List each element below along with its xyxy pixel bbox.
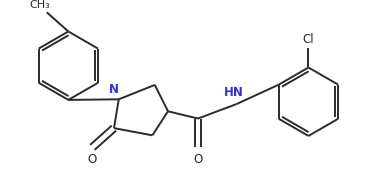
Text: Cl: Cl	[303, 33, 314, 46]
Text: N: N	[109, 83, 119, 96]
Text: O: O	[88, 153, 97, 166]
Text: HN: HN	[224, 86, 244, 99]
Text: O: O	[194, 153, 203, 166]
Text: CH₃: CH₃	[29, 0, 50, 10]
